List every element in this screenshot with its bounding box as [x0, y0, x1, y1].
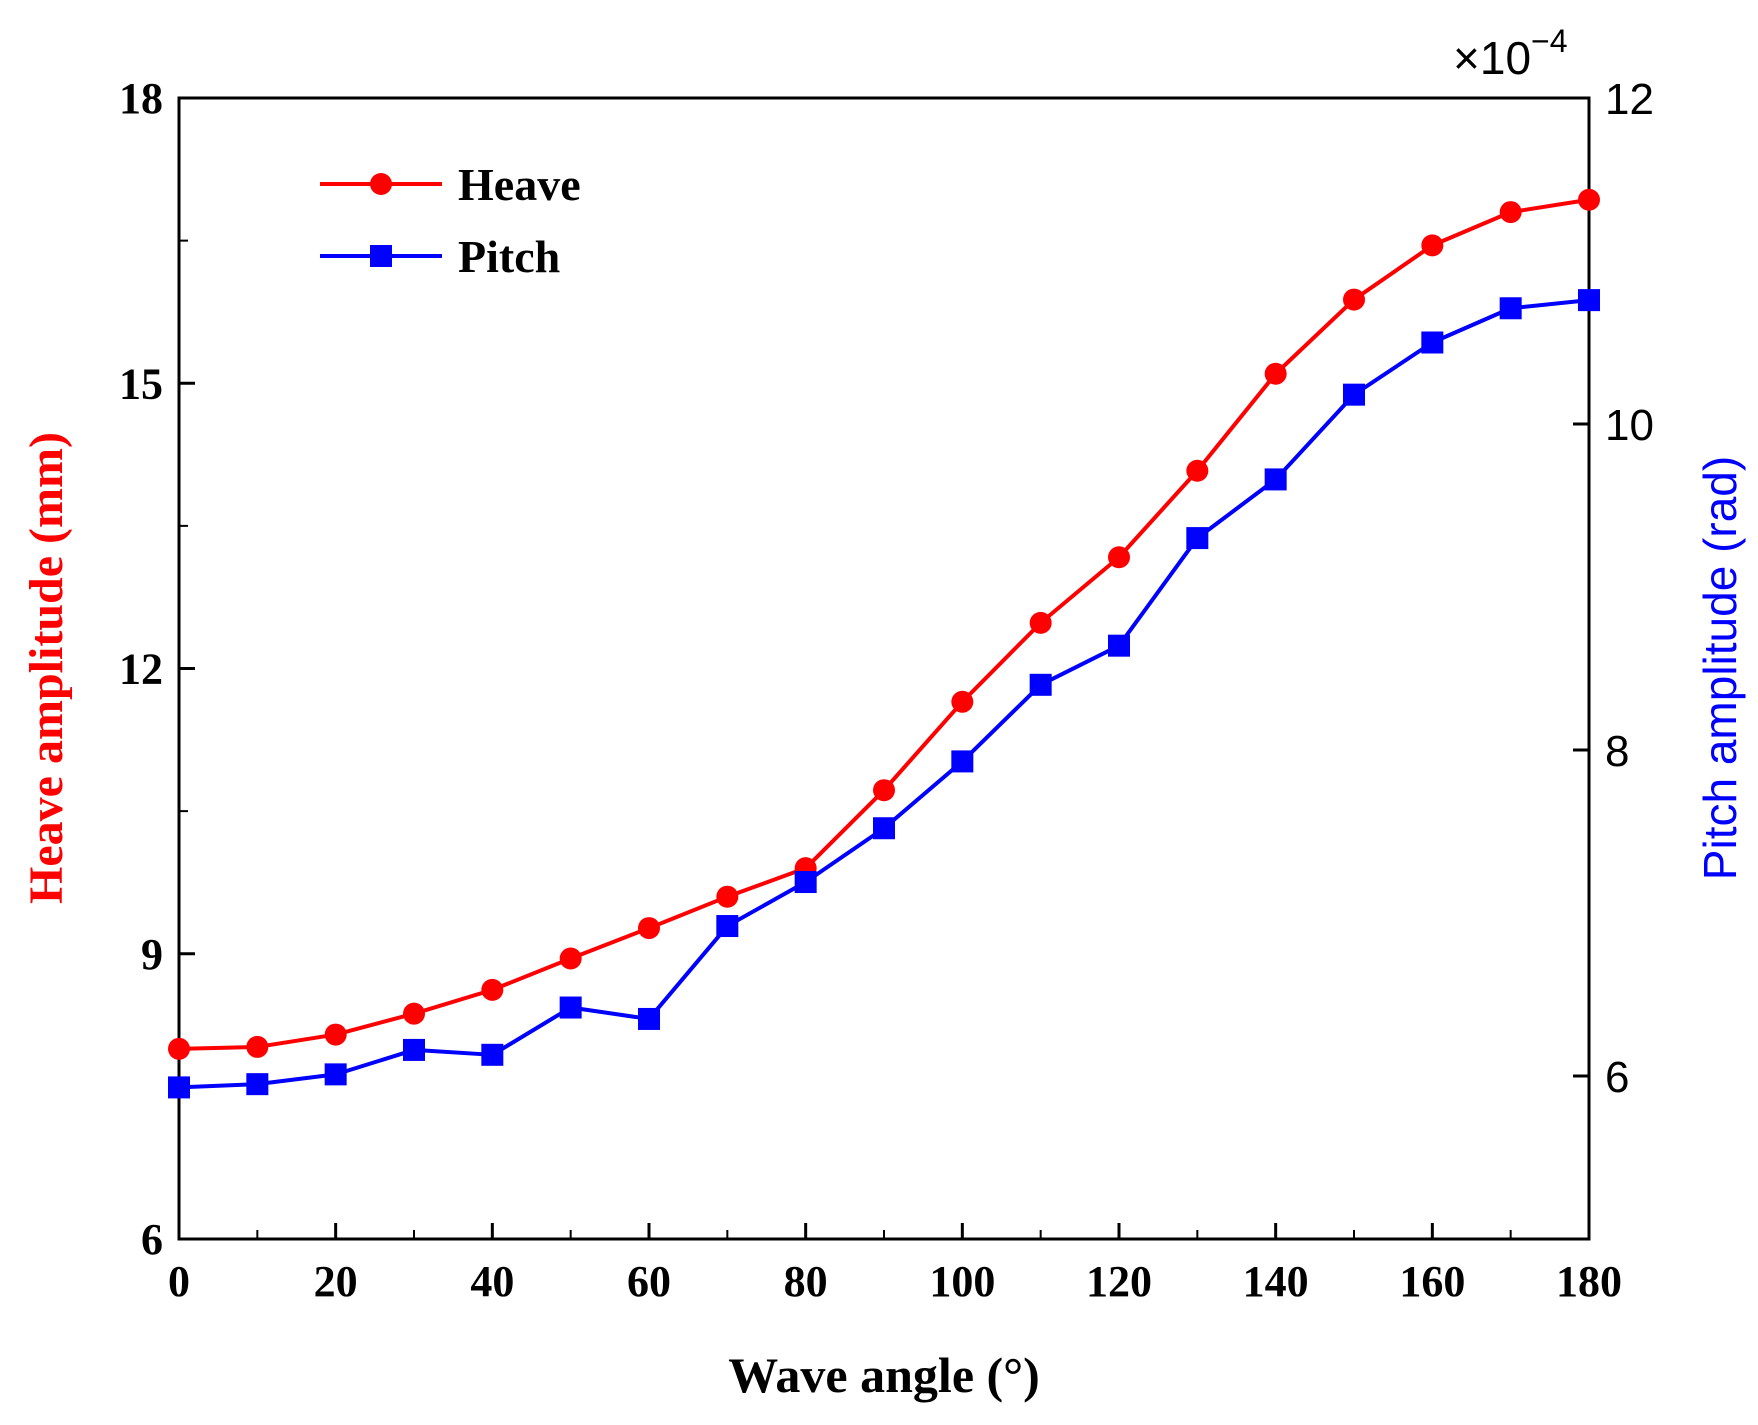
y-right-tick-label: 12	[1605, 75, 1654, 124]
x-tick-label: 140	[1243, 1257, 1309, 1306]
series-heave	[168, 188, 1600, 1060]
heave-point	[873, 779, 895, 802]
y-right-axis-ticks: 6 8 10 12	[1573, 75, 1654, 1102]
series-pitch	[168, 289, 1600, 1099]
heave-point	[168, 1037, 190, 1060]
y-right-multiplier-base: ×10	[1453, 32, 1531, 84]
pitch-point	[1186, 527, 1209, 550]
pitch-point	[168, 1076, 190, 1099]
x-tick-label: 120	[1086, 1257, 1152, 1306]
y-right-multiplier: ×10−4	[1453, 23, 1568, 84]
heave-point	[638, 917, 660, 940]
x-tick-label: 0	[168, 1257, 190, 1306]
y-left-tick-label: 9	[141, 930, 163, 979]
y-left-axis-ticks: 6 9 12 15 18	[119, 74, 195, 1264]
pitch-point	[1108, 634, 1130, 657]
x-axis-ticks: 0 20 40 60 80 100 120 140 160 180	[168, 1223, 1622, 1306]
pitch-point	[1343, 383, 1365, 406]
heave-point	[1421, 234, 1444, 257]
heave-point	[559, 947, 582, 970]
heave-point	[403, 1002, 425, 1025]
pitch-point	[559, 996, 582, 1019]
legend-pitch-label: Pitch	[458, 231, 560, 282]
pitch-point	[324, 1063, 347, 1086]
legend-heave-marker	[370, 173, 392, 195]
pitch-point	[638, 1007, 660, 1030]
legend: Heave Pitch	[320, 159, 581, 282]
y-left-tick-label: 12	[119, 645, 163, 694]
pitch-point	[1029, 673, 1052, 696]
x-axis-label: Wave angle (°)	[728, 1347, 1040, 1403]
x-tick-label: 80	[784, 1257, 828, 1306]
x-tick-label: 20	[314, 1257, 358, 1306]
legend-item-pitch: Pitch	[320, 231, 560, 282]
pitch-point	[1578, 289, 1600, 312]
heave-point	[1186, 459, 1209, 482]
heave-point	[1264, 362, 1287, 385]
y-left-tick-label: 15	[119, 359, 163, 408]
pitch-point	[794, 871, 817, 894]
heave-line	[178, 197, 1590, 1051]
pitch-point	[1421, 331, 1444, 354]
pitch-point	[873, 817, 895, 840]
heave-point	[1029, 611, 1052, 634]
y-left-tick-label: 18	[119, 74, 163, 123]
legend-item-heave: Heave	[320, 159, 581, 210]
heave-point	[324, 1023, 347, 1046]
x-tick-label: 60	[627, 1257, 671, 1306]
pitch-line	[178, 298, 1590, 1090]
pitch-point	[716, 915, 739, 938]
heave-point	[1343, 288, 1365, 311]
heave-point	[481, 978, 504, 1001]
legend-heave-label: Heave	[458, 159, 581, 210]
pitch-point	[246, 1073, 269, 1096]
series-layer	[168, 188, 1600, 1099]
plot-frame	[177, 96, 1591, 1241]
pitch-point	[1499, 297, 1522, 320]
x-tick-label: 160	[1399, 1257, 1465, 1306]
heave-point	[1499, 201, 1522, 224]
heave-point	[951, 690, 974, 713]
y-left-tick-label: 6	[141, 1215, 163, 1264]
pitch-point	[481, 1043, 504, 1066]
y-right-tick-label: 6	[1605, 1053, 1629, 1102]
y-right-tick-label: 8	[1605, 727, 1629, 776]
x-tick-label: 180	[1556, 1257, 1622, 1306]
y-right-multiplier-exponent: −4	[1531, 23, 1567, 59]
pitch-point	[403, 1038, 425, 1061]
y-right-axis-label: Pitch amplitude (rad)	[1694, 456, 1746, 880]
heave-point	[246, 1035, 269, 1058]
x-tick-label: 100	[929, 1257, 995, 1306]
heave-point	[1578, 188, 1600, 211]
legend-pitch-marker	[370, 245, 392, 267]
y-left-axis-label: Heave amplitude (mm)	[20, 432, 73, 904]
heave-point	[1108, 546, 1130, 569]
x-tick-label: 40	[470, 1257, 514, 1306]
pitch-point	[1264, 468, 1287, 491]
pitch-point	[951, 750, 974, 773]
y-right-tick-label: 10	[1605, 401, 1654, 450]
heave-point	[716, 885, 739, 908]
